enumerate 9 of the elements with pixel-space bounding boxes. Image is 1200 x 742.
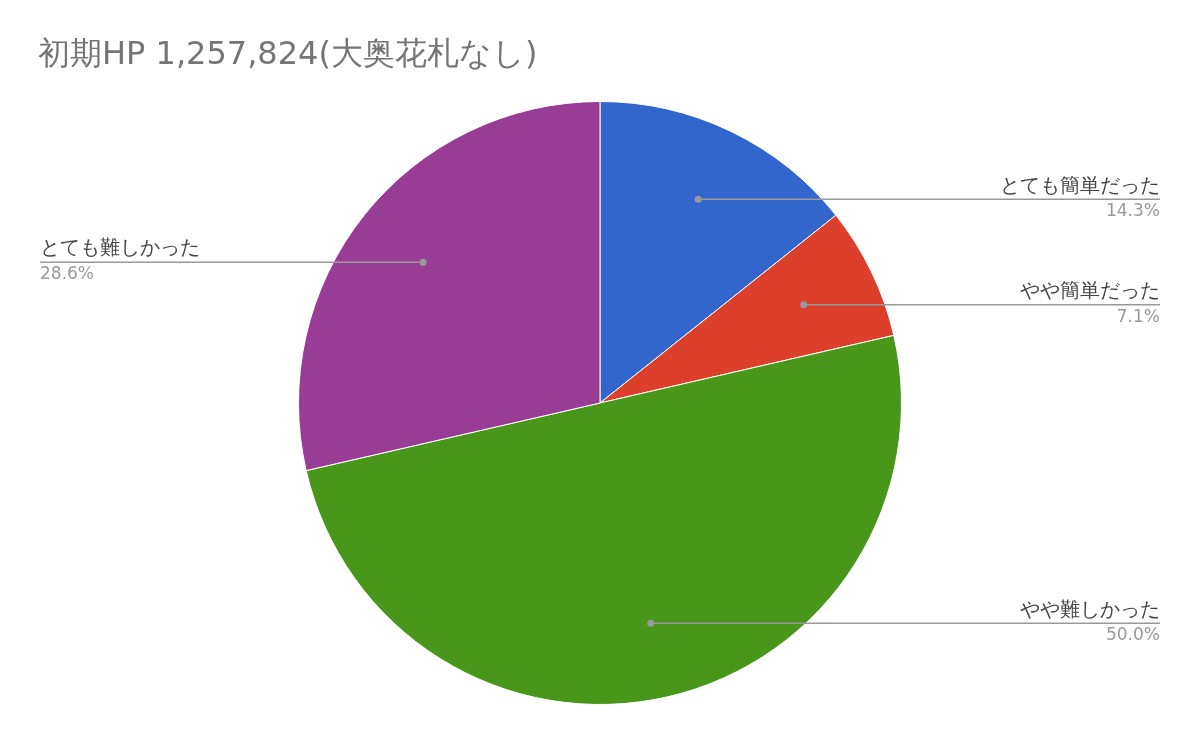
slice-label: とても簡単だった [1000,172,1160,197]
data-label: 28.6% [40,263,95,284]
data-label: 50.0% [1105,624,1160,645]
data-label: 7.1% [1116,305,1160,326]
slice-label: やや簡単だった [1020,278,1160,302]
slice-label: やや難しかった [1020,596,1160,621]
chart-title: 初期HP 1,257,824(大奥花札なし) [38,33,538,74]
slice-label: とても難しかった [40,235,200,260]
data-label: 14.3% [1105,200,1160,221]
